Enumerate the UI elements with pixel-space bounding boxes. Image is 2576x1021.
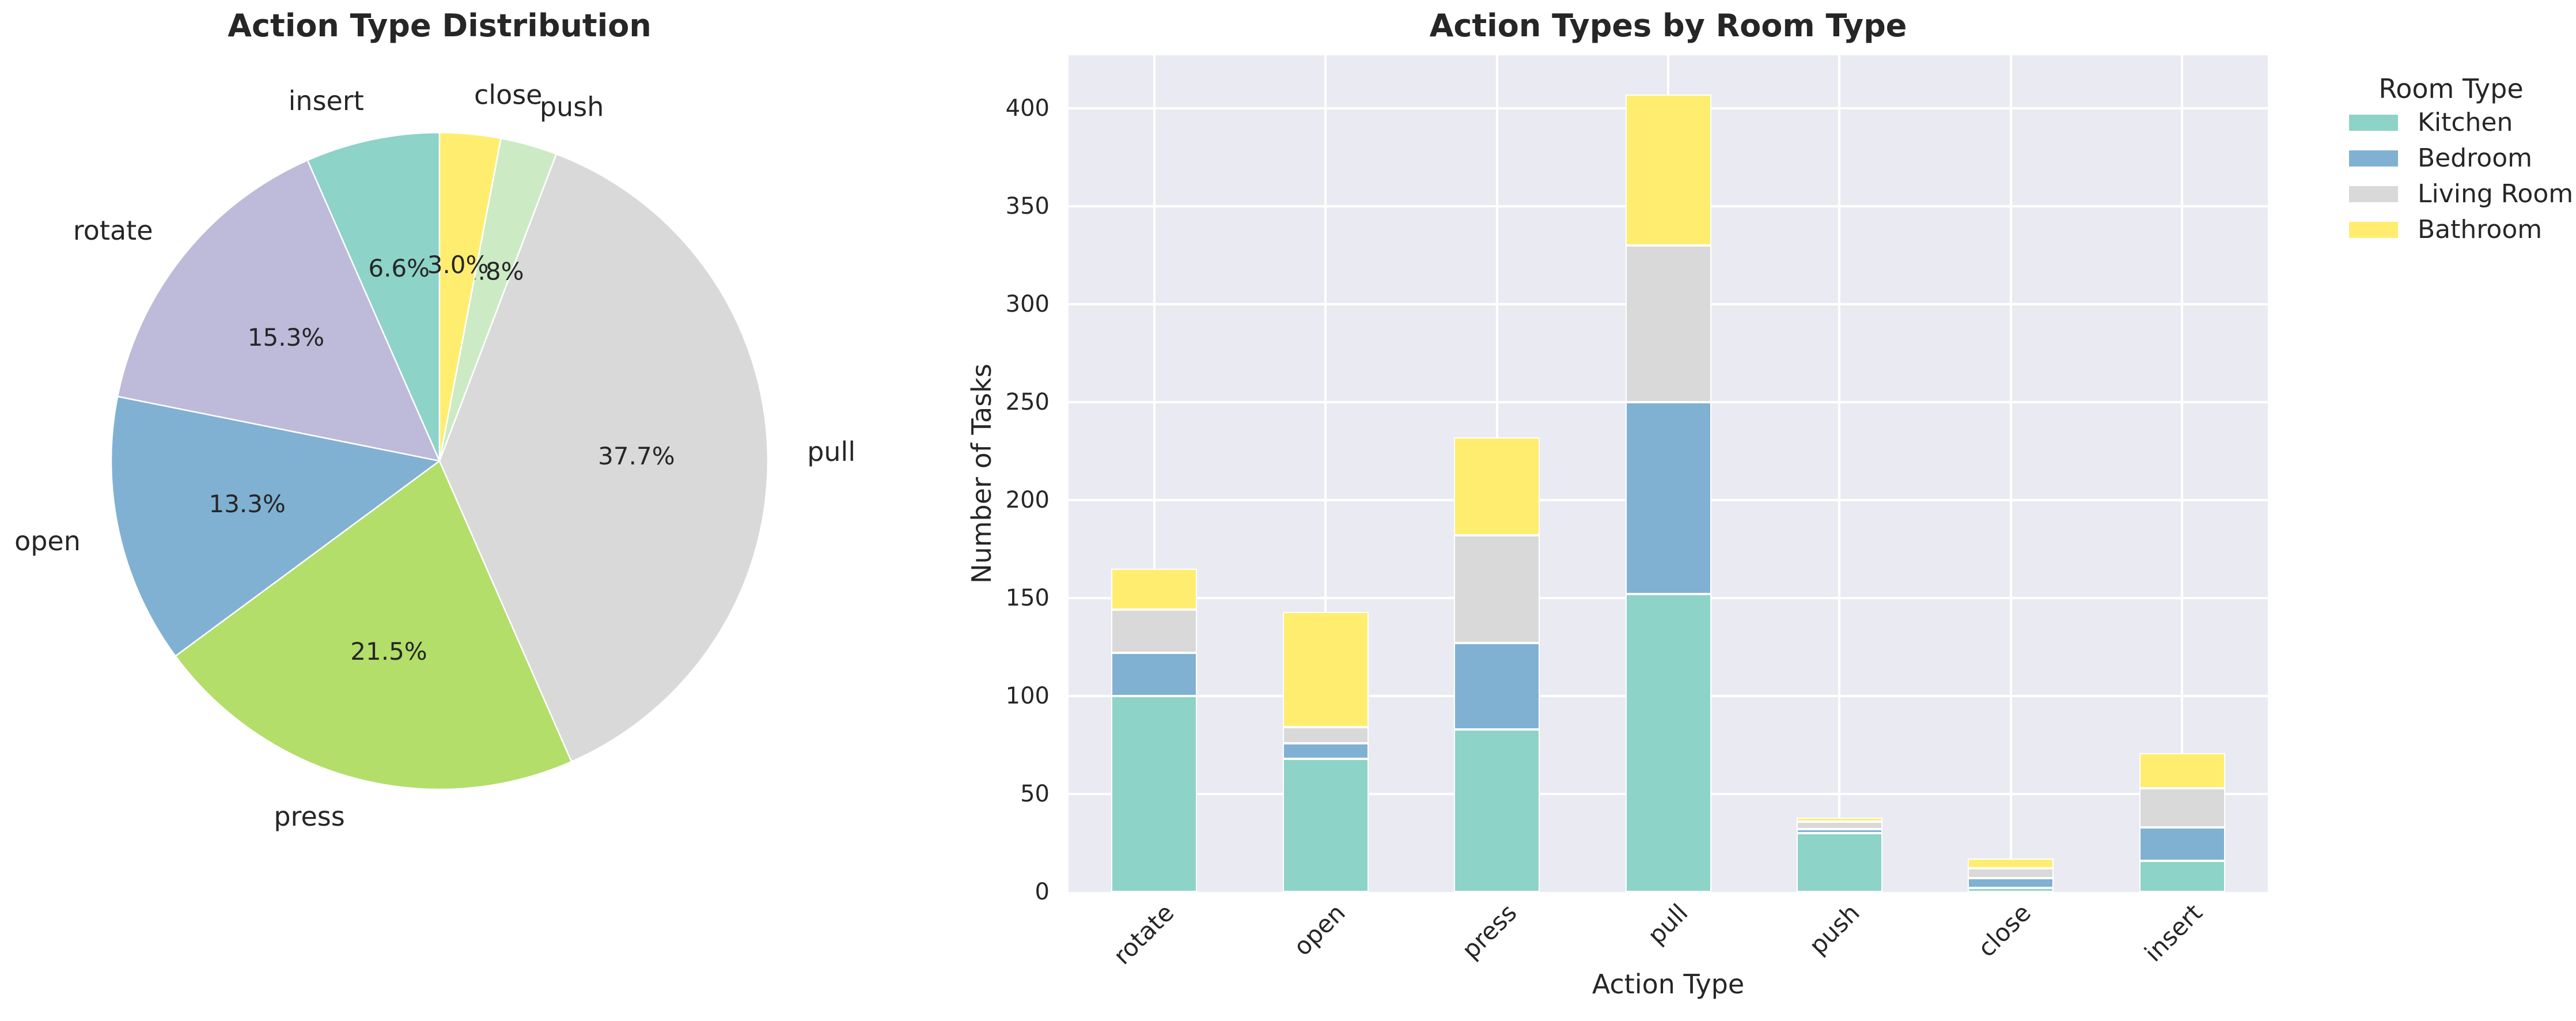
pie-slice-close xyxy=(438,131,502,462)
pie-label-open: open xyxy=(14,525,81,557)
bar-pull-living-room xyxy=(1625,245,1711,402)
bar-insert-bedroom xyxy=(2139,827,2225,861)
legend-label-kitchen: Kitchen xyxy=(2418,108,2513,137)
bar-pull-bedroom xyxy=(1625,402,1711,595)
pie-pct-open: 13.3% xyxy=(209,490,285,518)
y-tick-400: 400 xyxy=(1005,94,1050,122)
pie-pct-insert: 6.6% xyxy=(368,254,430,282)
pie-label-push: push xyxy=(540,92,604,123)
pie-slice-press xyxy=(174,460,573,791)
pie-slice-open xyxy=(110,395,442,657)
legend-swatch-bathroom xyxy=(2349,222,2398,238)
pie-pct-close: 3.0% xyxy=(427,251,489,279)
pie-label-close: close xyxy=(474,79,542,110)
bar-push-bathroom xyxy=(1796,817,1882,822)
bar-press-living-room xyxy=(1454,535,1540,644)
y-tick-300: 300 xyxy=(1005,290,1050,317)
pie-slice-insert xyxy=(306,131,441,462)
bar-rotate-kitchen xyxy=(1111,696,1198,892)
legend-swatch-kitchen xyxy=(2349,115,2398,131)
x-tick-pull: pull xyxy=(1642,898,1694,950)
pie-label-insert: insert xyxy=(289,85,364,116)
y-tick-350: 350 xyxy=(1005,192,1050,220)
bar-rotate-bathroom xyxy=(1111,568,1198,610)
legend-label-bathroom: Bathroom xyxy=(2418,215,2543,244)
x-tick-open: open xyxy=(1288,898,1351,962)
pie-pct-press: 21.5% xyxy=(350,637,427,665)
bar-open-bathroom xyxy=(1282,611,1369,728)
bar-close-bedroom xyxy=(1968,878,2054,888)
bar-press-bathroom xyxy=(1454,437,1540,536)
pie-label-press: press xyxy=(274,801,344,832)
y-tick-150: 150 xyxy=(1005,584,1050,611)
pie-pct-pull: 37.7% xyxy=(598,442,675,470)
y-tick-200: 200 xyxy=(1005,486,1050,513)
legend-swatch-bedroom xyxy=(2349,150,2398,167)
bar-plot-area xyxy=(1069,55,2268,892)
bar-chart-title: Action Types by Room Type xyxy=(1429,7,1907,44)
bar-push-bedroom xyxy=(1796,829,1882,833)
x-tick-press: press xyxy=(1456,898,1522,965)
bar-rotate-living-room xyxy=(1111,610,1198,653)
y-axis-label: Number of Tasks xyxy=(966,364,997,584)
bar-press-kitchen xyxy=(1454,729,1540,892)
pie-chart: insert 6.6% rotate 15.3% open 13.3% press 21.5%… xyxy=(14,79,855,832)
gridline-x-open xyxy=(1324,55,1327,892)
x-tick-push: push xyxy=(1803,898,1865,960)
bar-insert-kitchen xyxy=(2139,860,2225,892)
y-tick-50: 50 xyxy=(1020,781,1050,807)
y-tick-100: 100 xyxy=(1005,683,1050,709)
legend-label-bedroom: Bedroom xyxy=(2418,143,2533,173)
pie-label-pull: pull xyxy=(807,436,855,467)
bar-pull-kitchen xyxy=(1625,594,1711,892)
pie-slice-rotate xyxy=(116,159,441,462)
x-tick-rotate: rotate xyxy=(1108,898,1180,970)
bar-pull-bathroom xyxy=(1625,94,1711,245)
x-tick-close: close xyxy=(1972,898,2036,963)
legend-title: Room Type xyxy=(2378,73,2524,104)
bar-insert-living-room xyxy=(2139,788,2225,827)
pie-chart-title: Action Type Distribution xyxy=(228,7,651,44)
gridline-x-insert xyxy=(2181,55,2184,892)
bar-close-kitchen xyxy=(1968,888,2054,892)
gridline-x-close xyxy=(2009,55,2012,892)
pie-pct-rotate: 15.3% xyxy=(248,323,324,351)
bar-push-kitchen xyxy=(1796,833,1882,892)
pie-label-rotate: rotate xyxy=(73,215,153,246)
bar-open-bedroom xyxy=(1282,743,1369,759)
legend-label-living-room: Living Room xyxy=(2418,179,2574,209)
bar-press-bedroom xyxy=(1454,643,1540,729)
y-tick-250: 250 xyxy=(1005,388,1050,415)
y-tick-0: 0 xyxy=(1035,879,1050,905)
bar-rotate-bedroom xyxy=(1111,653,1198,696)
bar-close-bathroom xyxy=(1968,859,2054,869)
gridline-x-push xyxy=(1838,55,1841,892)
bar-open-living-room xyxy=(1282,727,1369,743)
legend-swatch-living-room xyxy=(2349,186,2398,202)
gridline-x-rotate xyxy=(1153,55,1156,892)
bar-insert-bathroom xyxy=(2139,752,2225,788)
bar-close-living-room xyxy=(1968,868,2054,879)
bar-open-kitchen xyxy=(1282,758,1369,892)
x-axis-label: Action Type xyxy=(1592,969,1745,1000)
bar-push-living-room xyxy=(1796,821,1882,830)
x-tick-insert: insert xyxy=(2138,898,2208,967)
pie-slice-pull xyxy=(438,153,769,763)
